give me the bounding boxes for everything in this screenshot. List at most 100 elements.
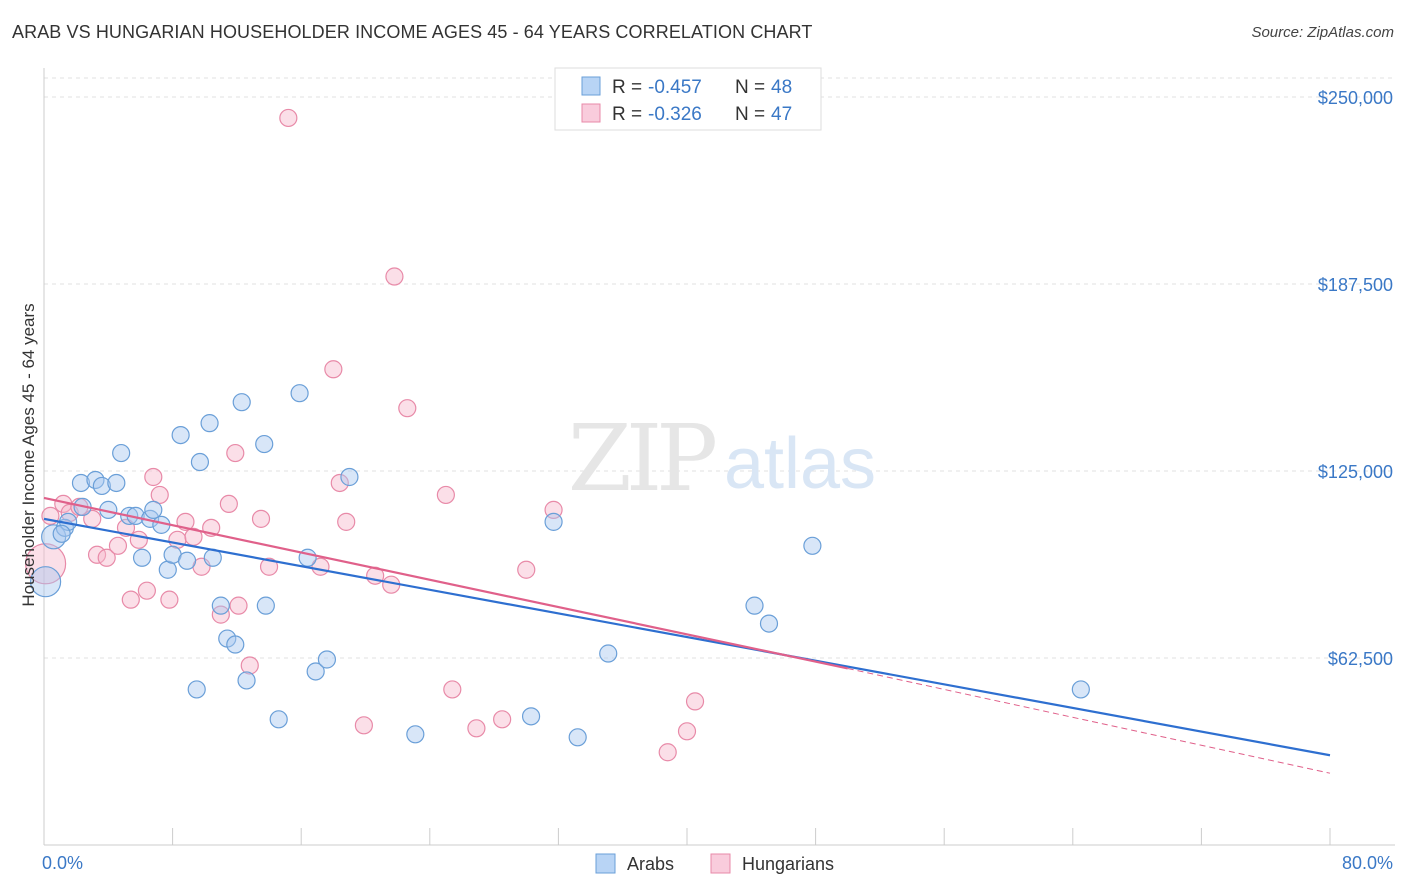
data-point-hungarians <box>160 590 179 609</box>
data-point-arabs <box>187 680 206 699</box>
legend-r-value-arabs: -0.457 <box>648 77 702 98</box>
data-point-arabs <box>232 393 251 412</box>
data-point-hungarians <box>97 548 116 567</box>
data-point-arabs <box>255 434 274 454</box>
data-point-hungarians <box>443 680 462 699</box>
data-point-hungarians <box>25 543 67 585</box>
data-point-hungarians <box>685 692 705 711</box>
data-point-arabs <box>144 500 163 519</box>
data-point-arabs <box>112 443 131 463</box>
bottom-legend-swatch-arabs <box>595 853 616 874</box>
data-point-hungarians <box>324 360 343 379</box>
axes <box>43 68 1395 846</box>
data-point-hungarians <box>279 108 298 128</box>
data-point-hungarians <box>150 485 169 505</box>
data-point-arabs <box>132 548 152 567</box>
data-point-arabs <box>92 476 111 496</box>
y-tick-label: $62,500 <box>1328 649 1393 669</box>
data-point-arabs <box>521 707 541 726</box>
data-point-hungarians <box>677 722 697 741</box>
data-point-arabs <box>544 512 563 531</box>
trend-lines <box>43 496 1331 774</box>
legend-r-label-hungarians: R = <box>612 104 642 125</box>
legend-n-value-hungarians: 47 <box>771 104 792 125</box>
bottom-legend-label-hungarians: Hungarians <box>742 854 834 874</box>
grid-lines <box>44 77 1395 659</box>
data-point-hungarians <box>137 581 156 600</box>
data-point-arabs <box>107 473 126 493</box>
data-point-arabs <box>30 566 62 598</box>
source-label: Source: ZipAtlas.com <box>1251 24 1394 41</box>
legend-r-label-arabs: R = <box>612 77 642 98</box>
data-point-arabs <box>256 596 275 615</box>
data-point-hungarians <box>337 512 356 531</box>
data-point-arabs <box>200 414 219 433</box>
legend-r-value-hungarians: -0.326 <box>648 104 702 125</box>
data-point-arabs <box>745 596 764 615</box>
series-arabs <box>30 384 1090 747</box>
data-point-arabs <box>568 728 587 747</box>
y-tick-label: $125,000 <box>1318 462 1393 482</box>
data-point-arabs <box>52 524 71 543</box>
bottom-legend-label-arabs: Arabs <box>627 854 674 874</box>
data-point-hungarians <box>385 267 404 286</box>
data-point-hungarians <box>251 509 271 528</box>
watermark: ZIP atlas <box>568 405 876 512</box>
trend-line-arabs <box>43 517 1331 757</box>
bottom-legend: Arabs Hungarians <box>595 853 834 874</box>
bottom-legend-swatch-hungarians <box>710 853 731 874</box>
legend-n-label-arabs: N = <box>735 77 765 98</box>
data-point-hungarians <box>240 656 259 675</box>
trend-line-hungarians <box>43 496 848 670</box>
data-point-arabs <box>190 452 210 472</box>
data-point-arabs <box>599 644 618 663</box>
legend-swatch-hungarians <box>581 103 601 123</box>
data-point-hungarians <box>330 473 349 493</box>
data-point-hungarians <box>398 399 417 418</box>
data-point-hungarians <box>144 467 163 487</box>
x-tick-label-min: 0.0% <box>42 853 83 873</box>
watermark-zip: ZIP <box>568 405 715 512</box>
data-point-hungarians <box>658 743 677 762</box>
legend-n-value-arabs: 48 <box>771 77 792 98</box>
legend-box: R = -0.457 N = 48 R = -0.326 N = 47 <box>554 67 822 131</box>
data-point-arabs <box>290 384 309 403</box>
data-point-hungarians <box>354 716 373 735</box>
y-axis-label: Householder Income Ages 45 - 64 years <box>19 303 38 606</box>
data-point-hungarians <box>226 443 245 463</box>
data-point-hungarians <box>129 530 148 549</box>
data-point-arabs <box>759 614 779 633</box>
chart-title: ARAB VS HUNGARIAN HOUSEHOLDER INCOME AGE… <box>12 22 813 42</box>
data-point-hungarians <box>436 485 455 505</box>
legend-n-label-hungarians: N = <box>735 104 765 125</box>
data-point-hungarians <box>108 536 128 555</box>
data-point-arabs <box>269 710 288 729</box>
data-point-arabs <box>226 635 245 654</box>
data-point-arabs <box>211 596 230 615</box>
data-point-hungarians <box>259 557 279 576</box>
data-point-arabs <box>406 725 425 744</box>
data-point-arabs <box>171 425 190 445</box>
tick-labels: $62,500 $125,000 $187,500 $250,000 0.0% 80.0% <box>42 88 1393 873</box>
data-point-arabs <box>317 650 337 669</box>
data-point-hungarians <box>517 560 536 579</box>
data-point-arabs <box>306 662 325 681</box>
data-point-arabs <box>1071 680 1090 699</box>
data-point-hungarians <box>229 596 248 615</box>
legend-swatch-arabs <box>581 76 601 96</box>
data-point-hungarians <box>121 590 140 609</box>
watermark-atlas: atlas <box>724 424 876 504</box>
data-point-arabs <box>803 536 822 555</box>
x-tick-label-max: 80.0% <box>1342 853 1393 873</box>
trend-line-hungarians-extension <box>847 667 1331 774</box>
data-point-arabs <box>340 467 359 487</box>
y-tick-label: $187,500 <box>1318 275 1393 295</box>
data-point-arabs <box>177 551 197 570</box>
data-point-arabs <box>237 671 256 690</box>
data-point-hungarians <box>493 710 512 729</box>
data-point-hungarians <box>467 719 486 738</box>
data-point-arabs <box>71 473 91 493</box>
y-tick-label: $250,000 <box>1318 88 1393 108</box>
data-point-hungarians <box>219 494 238 514</box>
